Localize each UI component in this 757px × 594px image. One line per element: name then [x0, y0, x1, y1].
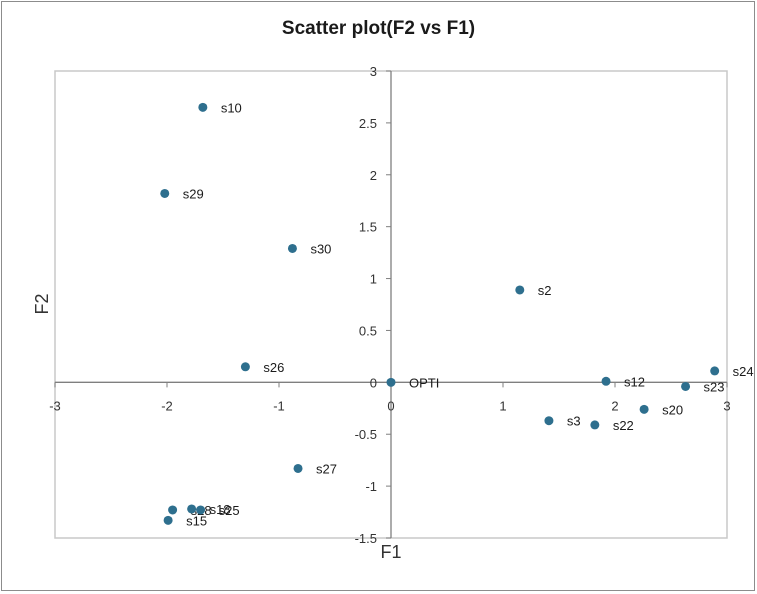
point-label: s18 — [210, 502, 231, 517]
data-point — [160, 188, 170, 198]
y-tick-label: 2.5 — [359, 116, 377, 131]
data-point — [710, 366, 720, 376]
data-point — [639, 404, 649, 414]
point-label: s23 — [704, 379, 725, 394]
point-label: OPTI — [409, 375, 439, 390]
x-tick-label: -3 — [49, 398, 61, 413]
x-axis-title: F1 — [380, 542, 401, 562]
data-point — [163, 515, 173, 525]
data-point — [590, 420, 600, 430]
point-label: s30 — [310, 241, 331, 256]
chart-title: Scatter plot(F2 vs F1) — [281, 18, 476, 39]
point-label: s26 — [263, 360, 284, 375]
x-tick-label: 0 — [387, 398, 394, 413]
data-point — [187, 504, 197, 514]
x-tick-label: 3 — [723, 398, 730, 413]
data-point — [240, 362, 250, 372]
point-label: s10 — [221, 100, 242, 115]
data-point — [287, 243, 297, 253]
point-label: s24 — [733, 364, 754, 379]
data-point — [196, 505, 206, 515]
data-point — [198, 102, 208, 112]
point-label: s22 — [613, 418, 634, 433]
data-point — [601, 376, 611, 386]
point-label: s27 — [316, 461, 337, 476]
y-tick-label: -1.5 — [355, 531, 377, 546]
y-tick-label: -0.5 — [355, 427, 377, 442]
point-label: s12 — [624, 374, 645, 389]
data-point — [515, 285, 525, 295]
data-point — [168, 505, 178, 515]
y-axis-title: F2 — [32, 293, 52, 314]
x-tick-label: -1 — [273, 398, 285, 413]
data-point — [386, 377, 396, 387]
x-tick-label: -2 — [161, 398, 173, 413]
data-point — [293, 463, 303, 473]
y-tick-label: 1 — [370, 272, 377, 287]
y-tick-label: 3 — [370, 64, 377, 79]
x-tick-label: 2 — [611, 398, 618, 413]
y-tick-label: 0 — [370, 375, 377, 390]
y-tick-label: 0.5 — [359, 323, 377, 338]
point-label: s15 — [186, 513, 207, 528]
point-label: s25 — [219, 503, 240, 518]
point-label: s3 — [567, 414, 581, 429]
y-tick-label: 2 — [370, 168, 377, 183]
data-point — [681, 381, 691, 391]
y-tick-label: 1.5 — [359, 220, 377, 235]
data-point — [544, 416, 554, 426]
point-label: s29 — [183, 186, 204, 201]
x-tick-label: 1 — [499, 398, 506, 413]
y-tick-label: -1 — [365, 479, 377, 494]
point-label: s2 — [538, 283, 552, 298]
point-label: s20 — [662, 402, 683, 417]
